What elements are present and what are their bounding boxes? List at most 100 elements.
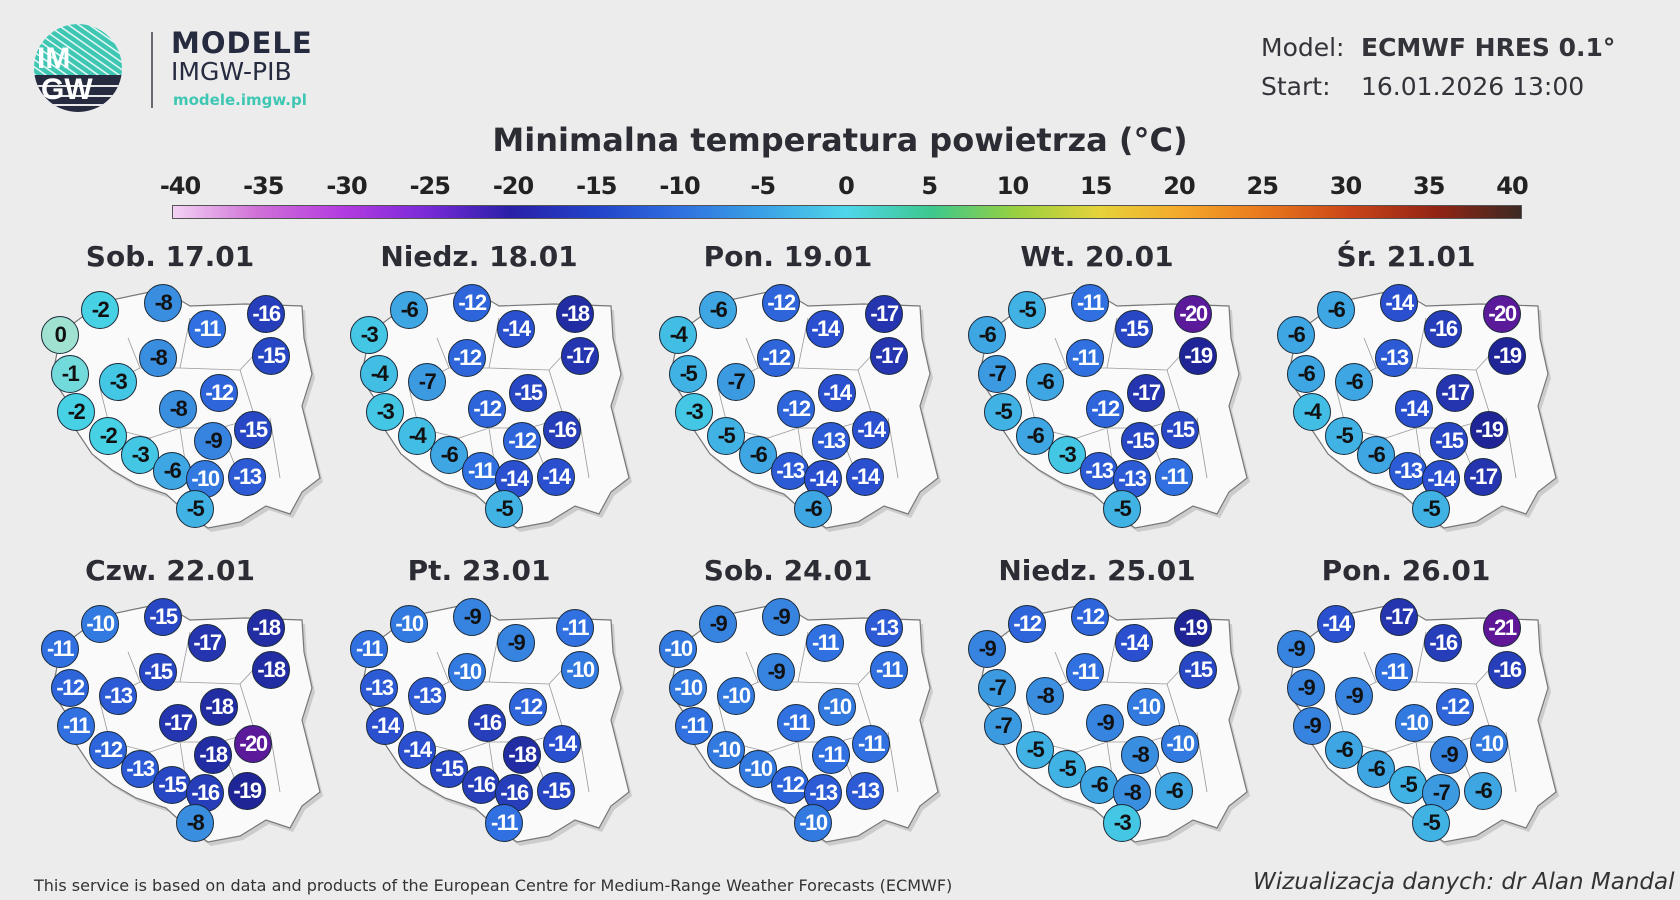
temperature-marker: -10: [186, 460, 224, 498]
temperature-marker: -12: [1071, 598, 1109, 636]
panel-date-title: Niedz. 25.01: [998, 554, 1196, 587]
temperature-marker: -5: [1412, 804, 1450, 842]
temperature-marker: -16: [468, 704, 506, 742]
temperature-marker: -9: [1335, 677, 1373, 715]
temperature-marker: -17: [561, 337, 599, 375]
temperature-marker: -16: [543, 411, 581, 449]
temperature-marker: -5: [485, 490, 523, 528]
temperature-marker: -18: [200, 688, 238, 726]
temperature-marker: -15: [430, 750, 468, 788]
temperature-marker: -16: [1424, 310, 1462, 348]
temperature-marker: -13: [1080, 452, 1118, 490]
temperature-marker: -11: [57, 707, 95, 745]
temperature-marker: -7: [717, 363, 755, 401]
temperature-marker: -2: [89, 417, 127, 455]
temperature-marker: -15: [139, 653, 177, 691]
panel-date-title: Niedz. 18.01: [380, 240, 578, 273]
temperature-marker: -11: [1155, 458, 1193, 496]
temperature-marker: -14: [818, 374, 856, 412]
temperature-marker: -6: [1080, 766, 1118, 804]
temperature-marker: -9: [1287, 669, 1325, 707]
temperature-marker: -16: [247, 295, 285, 333]
temperature-marker: -17: [865, 295, 903, 333]
temperature-marker: -11: [556, 609, 594, 647]
colorbar-tick-label: 5: [921, 172, 938, 200]
colorbar-tick-label: -40: [159, 172, 201, 200]
temperature-marker: -11: [41, 630, 79, 668]
temperature-marker: -9: [762, 598, 800, 636]
forecast-panel: Niedz. 25.01 -9 -12 -12 -14 -19 -15 -11 -7 -8 -10-…: [967, 554, 1267, 882]
temperature-marker: -16: [462, 766, 500, 804]
imgw-logo: IM GW: [34, 24, 122, 112]
temperature-marker: -10: [1470, 725, 1508, 763]
temperature-marker: -7: [978, 669, 1016, 707]
temperature-marker: -8: [1026, 677, 1064, 715]
temperature-marker: -17: [1464, 458, 1502, 496]
brand-subtitle: IMGW-PIB: [171, 57, 292, 86]
brand-url-link[interactable]: modele.imgw.pl: [173, 91, 307, 109]
forecast-panel: Czw. 22.01 -11 -10 -15 -17 -18 -18 -15 -12 -13 -18…: [40, 554, 340, 882]
temperature-marker: -15: [252, 337, 290, 375]
model-value: ECMWF HRES 0.1°: [1361, 33, 1616, 62]
panel-date-title: Sob. 24.01: [703, 554, 873, 587]
forecast-panel: Pt. 23.01 -11 -10 -9 -9 -11 -10 -10 -13 -13 -12 -14…: [349, 554, 649, 882]
map-title: Minimalna temperatura powietrza (°C): [492, 121, 1188, 159]
temperature-marker: -5: [1325, 417, 1363, 455]
temperature-marker: -12: [757, 339, 795, 377]
temperature-marker: -8: [139, 339, 177, 377]
temperature-marker: -6: [1464, 772, 1502, 810]
temperature-marker: -11: [1066, 339, 1104, 377]
colorbar-tick-label: -5: [750, 172, 776, 200]
temperature-marker: -12: [448, 339, 486, 377]
temperature-marker: -10: [81, 605, 119, 643]
temperature-marker: -6: [968, 316, 1006, 354]
svg-text:GW: GW: [41, 73, 93, 106]
forecast-panel: Śr. 21.01 -6 -6 -14 -16 -20 -19 -13 -6 -6 -17 -4 -14…: [1276, 240, 1576, 568]
temperature-marker: -14: [366, 707, 404, 745]
visualization-credit: Wizualizacja danych: dr Alan Mandal: [1253, 869, 1675, 895]
temperature-marker: -17: [159, 704, 197, 742]
temperature-marker: -6: [430, 436, 468, 474]
temperature-marker: -14: [1317, 605, 1355, 643]
model-label: Model:: [1261, 33, 1345, 62]
temperature-marker: -13: [228, 458, 266, 496]
panel-date-title: Sob. 17.01: [85, 240, 255, 273]
temperature-marker: -5: [1389, 766, 1427, 804]
temperature-marker: -20: [1174, 295, 1212, 333]
colorbar-tick-label: 40: [1496, 172, 1528, 200]
temperature-marker: -13: [846, 772, 884, 810]
temperature-marker: -3: [1048, 436, 1086, 474]
temperature-marker: -6: [1325, 731, 1363, 769]
brand-title: MODELE: [171, 26, 313, 60]
svg-text:IM: IM: [37, 42, 70, 75]
temperature-marker: -6: [1335, 363, 1373, 401]
forecast-panel: Niedz. 18.01 -3 -6 -12 -14 -18 -17 -12 -4 -7 -15 -3…: [349, 240, 649, 568]
temperature-marker: -12: [468, 390, 506, 428]
temperature-marker: -14: [852, 411, 890, 449]
temperature-marker: -14: [1380, 284, 1418, 322]
temperature-marker: -14: [398, 731, 436, 769]
temperature-marker: -12: [200, 374, 238, 412]
temperature-marker: -15: [1430, 422, 1468, 460]
data-source-note: This service is based on data and produc…: [34, 876, 953, 895]
colorbar: [172, 205, 1522, 219]
temperature-marker: -9: [968, 630, 1006, 668]
temperature-marker: -3: [675, 393, 713, 431]
start-label: Start:: [1261, 72, 1331, 101]
temperature-marker: -14: [543, 725, 581, 763]
temperature-marker: -14: [537, 458, 575, 496]
temperature-marker: -9: [1293, 707, 1331, 745]
temperature-marker: -11: [462, 452, 500, 490]
temperature-marker: -3: [1103, 804, 1141, 842]
forecast-panel: Pon. 19.01 -4 -6 -12 -14 -17 -17 -12 -5 -7 -14 -3 -1…: [658, 240, 958, 568]
colorbar-tick-label: -10: [659, 172, 700, 200]
panel-date-title: Czw. 22.01: [85, 554, 255, 587]
temperature-marker: -5: [707, 417, 745, 455]
temperature-marker: -4: [398, 417, 436, 455]
temperature-marker: -11: [1071, 284, 1109, 322]
temperature-marker: -15: [1115, 310, 1153, 348]
temperature-marker: -18: [194, 736, 232, 774]
temperature-marker: -18: [252, 651, 290, 689]
temperature-marker: -11: [852, 725, 890, 763]
temperature-marker: -6: [390, 291, 428, 329]
